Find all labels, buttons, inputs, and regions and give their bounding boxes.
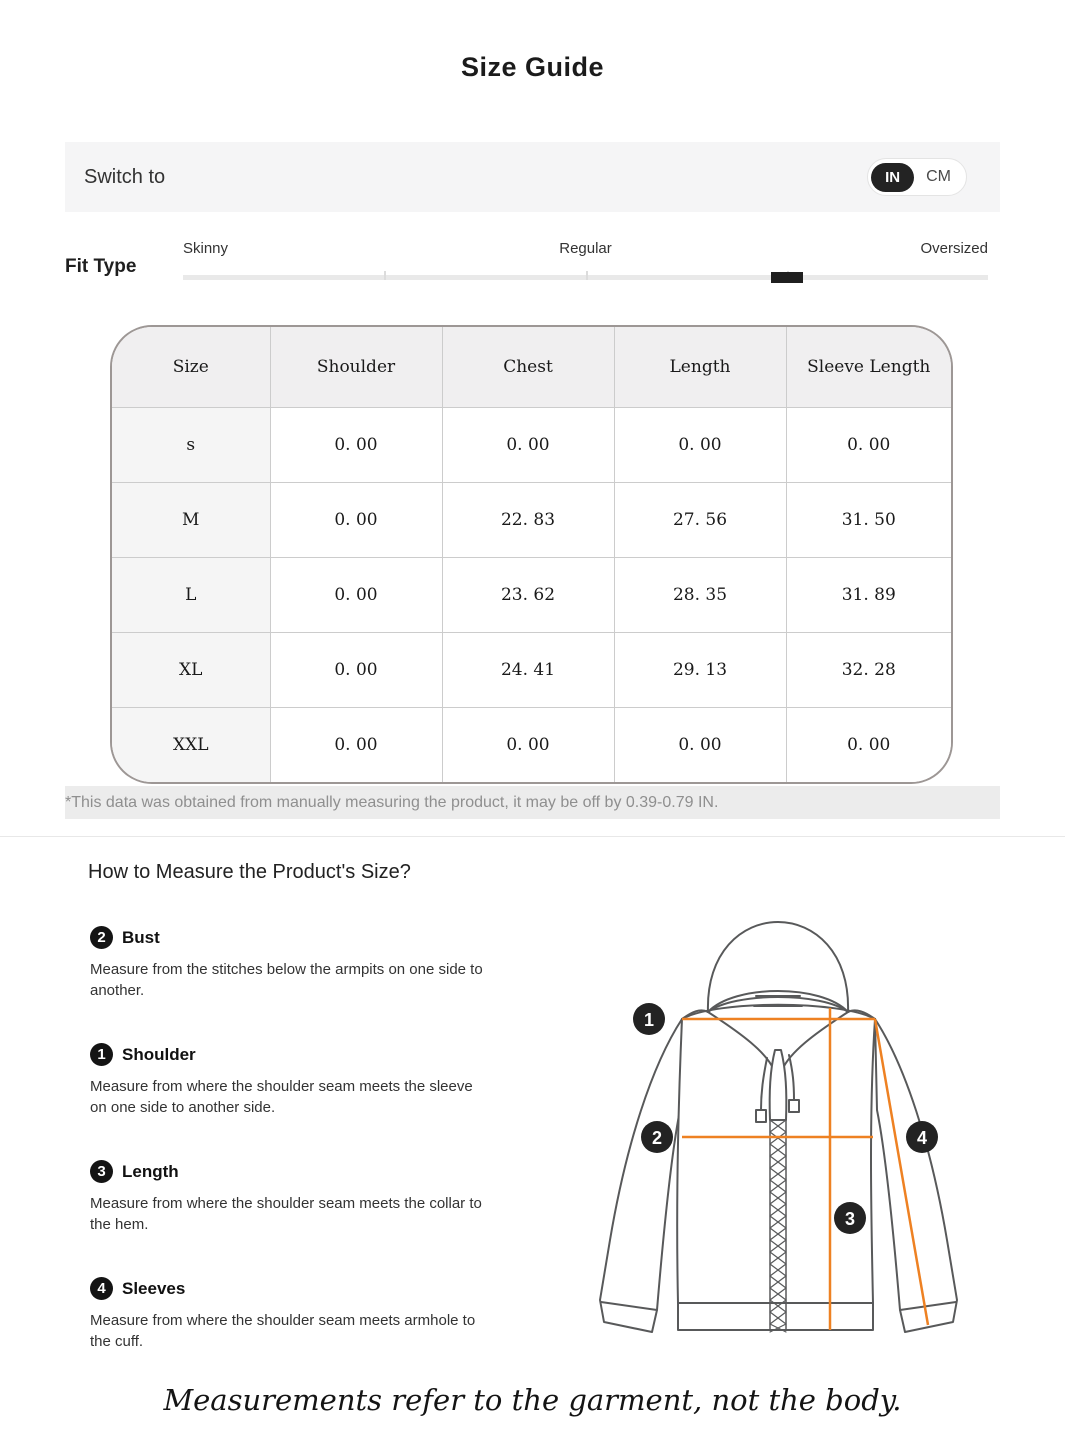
section-divider <box>0 836 1065 837</box>
section-label: Length <box>122 1161 179 1181</box>
zipper-placket <box>768 1049 788 1121</box>
table-row: XL 0. 00 24. 41 29. 13 32. 28 <box>112 632 951 708</box>
table-row: L 0. 00 23. 62 28. 35 31. 89 <box>112 557 951 633</box>
section-description: Measure from the stitches below the armp… <box>90 961 483 999</box>
sleeve-line <box>873 1018 930 1326</box>
unit-in-button[interactable]: IN <box>871 162 915 192</box>
section-sleeves: 4 Sleeves Measure from where the shoulde… <box>90 1276 485 1352</box>
value-cell: 0. 00 <box>270 557 443 633</box>
unit-switch-bar: Switch to IN CM <box>65 142 1000 212</box>
section-length: 3 Length Measure from where the shoulder… <box>90 1159 485 1235</box>
fit-option-oversized: Oversized <box>920 240 988 257</box>
value-cell: 27. 56 <box>614 482 787 558</box>
right-sleeve-outline <box>874 1018 958 1333</box>
hoodie-measurement-diagram: 1 2 3 4 <box>599 921 958 1333</box>
fit-slider-handle[interactable] <box>770 272 803 283</box>
page-title: Size Guide <box>460 52 605 82</box>
measurement-lines <box>682 1008 930 1330</box>
value-cell: 0. 00 <box>270 632 443 708</box>
left-sleeve-outline <box>599 1018 683 1333</box>
number-badge-1: 1 <box>90 1043 113 1066</box>
col-chest: Chest <box>442 327 615 408</box>
section-description: Measure from where the shoulder seam mee… <box>90 1078 473 1116</box>
diagram-badge-1: 1 <box>644 1010 654 1030</box>
value-cell: 0. 00 <box>270 707 443 782</box>
value-cell: 0. 00 <box>270 482 443 558</box>
section-label: Shoulder <box>122 1044 196 1064</box>
hood-outline <box>706 921 850 1013</box>
slider-tick <box>585 271 588 280</box>
number-badge-4: 4 <box>90 1277 113 1300</box>
table-row: XXL 0. 00 0. 00 0. 00 0. 00 <box>112 707 951 782</box>
unit-cm-button[interactable]: CM <box>926 168 951 185</box>
section-bust: 2 Bust Measure from the stitches below t… <box>90 925 485 1001</box>
col-shoulder: Shoulder <box>270 327 443 408</box>
table-row: M 0. 00 22. 83 27. 56 31. 50 <box>112 482 951 558</box>
size-cell: M <box>112 482 271 558</box>
value-cell: 28. 35 <box>614 557 787 633</box>
value-cell: 31. 89 <box>786 557 951 633</box>
table-header-row: Size Shoulder Chest Length Sleeve Length <box>112 327 951 408</box>
size-cell: L <box>112 557 271 633</box>
col-sleeve-length: Sleeve Length <box>786 327 951 408</box>
fit-type-label: Fit Type <box>65 256 137 277</box>
switch-to-label: Switch to <box>84 165 166 188</box>
fit-slider-track[interactable] <box>183 271 988 283</box>
number-badge-2: 2 <box>90 926 113 949</box>
garment-note: Measurements refer to the garment, not t… <box>163 1383 902 1417</box>
section-shoulder: 1 Shoulder Measure from where the should… <box>90 1042 485 1118</box>
value-cell: 0. 00 <box>786 407 951 483</box>
diagram-badges: 1 2 3 4 <box>633 1003 938 1234</box>
value-cell: 23. 62 <box>442 557 615 633</box>
unit-toggle[interactable]: IN CM <box>867 158 967 196</box>
value-cell: 31. 50 <box>786 482 951 558</box>
section-description: Measure from where the shoulder seam mee… <box>90 1312 476 1350</box>
diagram-badge-2: 2 <box>652 1128 662 1148</box>
fit-type-options: Skinny Regular Oversized <box>183 240 988 260</box>
drawstrings <box>760 1054 795 1111</box>
diagram-badge-4: 4 <box>917 1128 927 1148</box>
diagram-badge-3: 3 <box>845 1209 855 1229</box>
howto-heading: How to Measure the Product's Size? <box>88 861 411 883</box>
number-badge-3: 3 <box>90 1160 113 1183</box>
value-cell: 0. 00 <box>786 707 951 782</box>
table-row: s 0. 00 0. 00 0. 00 0. 00 <box>112 407 951 483</box>
slider-tick <box>384 271 387 280</box>
value-cell: 0. 00 <box>442 707 615 782</box>
section-description: Measure from where the shoulder seam mee… <box>90 1195 482 1233</box>
col-length: Length <box>614 327 787 408</box>
value-cell: 0. 00 <box>614 707 787 782</box>
fit-type-slider: Skinny Regular Oversized <box>183 240 988 286</box>
measurement-disclaimer: *This data was obtained from manually me… <box>65 786 1000 819</box>
value-cell: 24. 41 <box>442 632 615 708</box>
fit-option-regular: Regular <box>559 240 612 257</box>
value-cell: 29. 13 <box>614 632 787 708</box>
section-label: Bust <box>122 927 160 947</box>
size-table: Size Shoulder Chest Length Sleeve Length… <box>110 325 953 784</box>
col-size: Size <box>112 327 271 408</box>
value-cell: 0. 00 <box>442 407 615 483</box>
value-cell: 0. 00 <box>614 407 787 483</box>
howto-sections: 2 Bust Measure from the stitches below t… <box>90 925 485 1393</box>
size-cell: XXL <box>112 707 271 782</box>
fit-option-skinny: Skinny <box>183 240 229 257</box>
size-cell: s <box>112 407 271 483</box>
section-label: Sleeves <box>122 1278 186 1298</box>
size-cell: XL <box>112 632 271 708</box>
value-cell: 22. 83 <box>442 482 615 558</box>
value-cell: 0. 00 <box>270 407 443 483</box>
value-cell: 32. 28 <box>786 632 951 708</box>
